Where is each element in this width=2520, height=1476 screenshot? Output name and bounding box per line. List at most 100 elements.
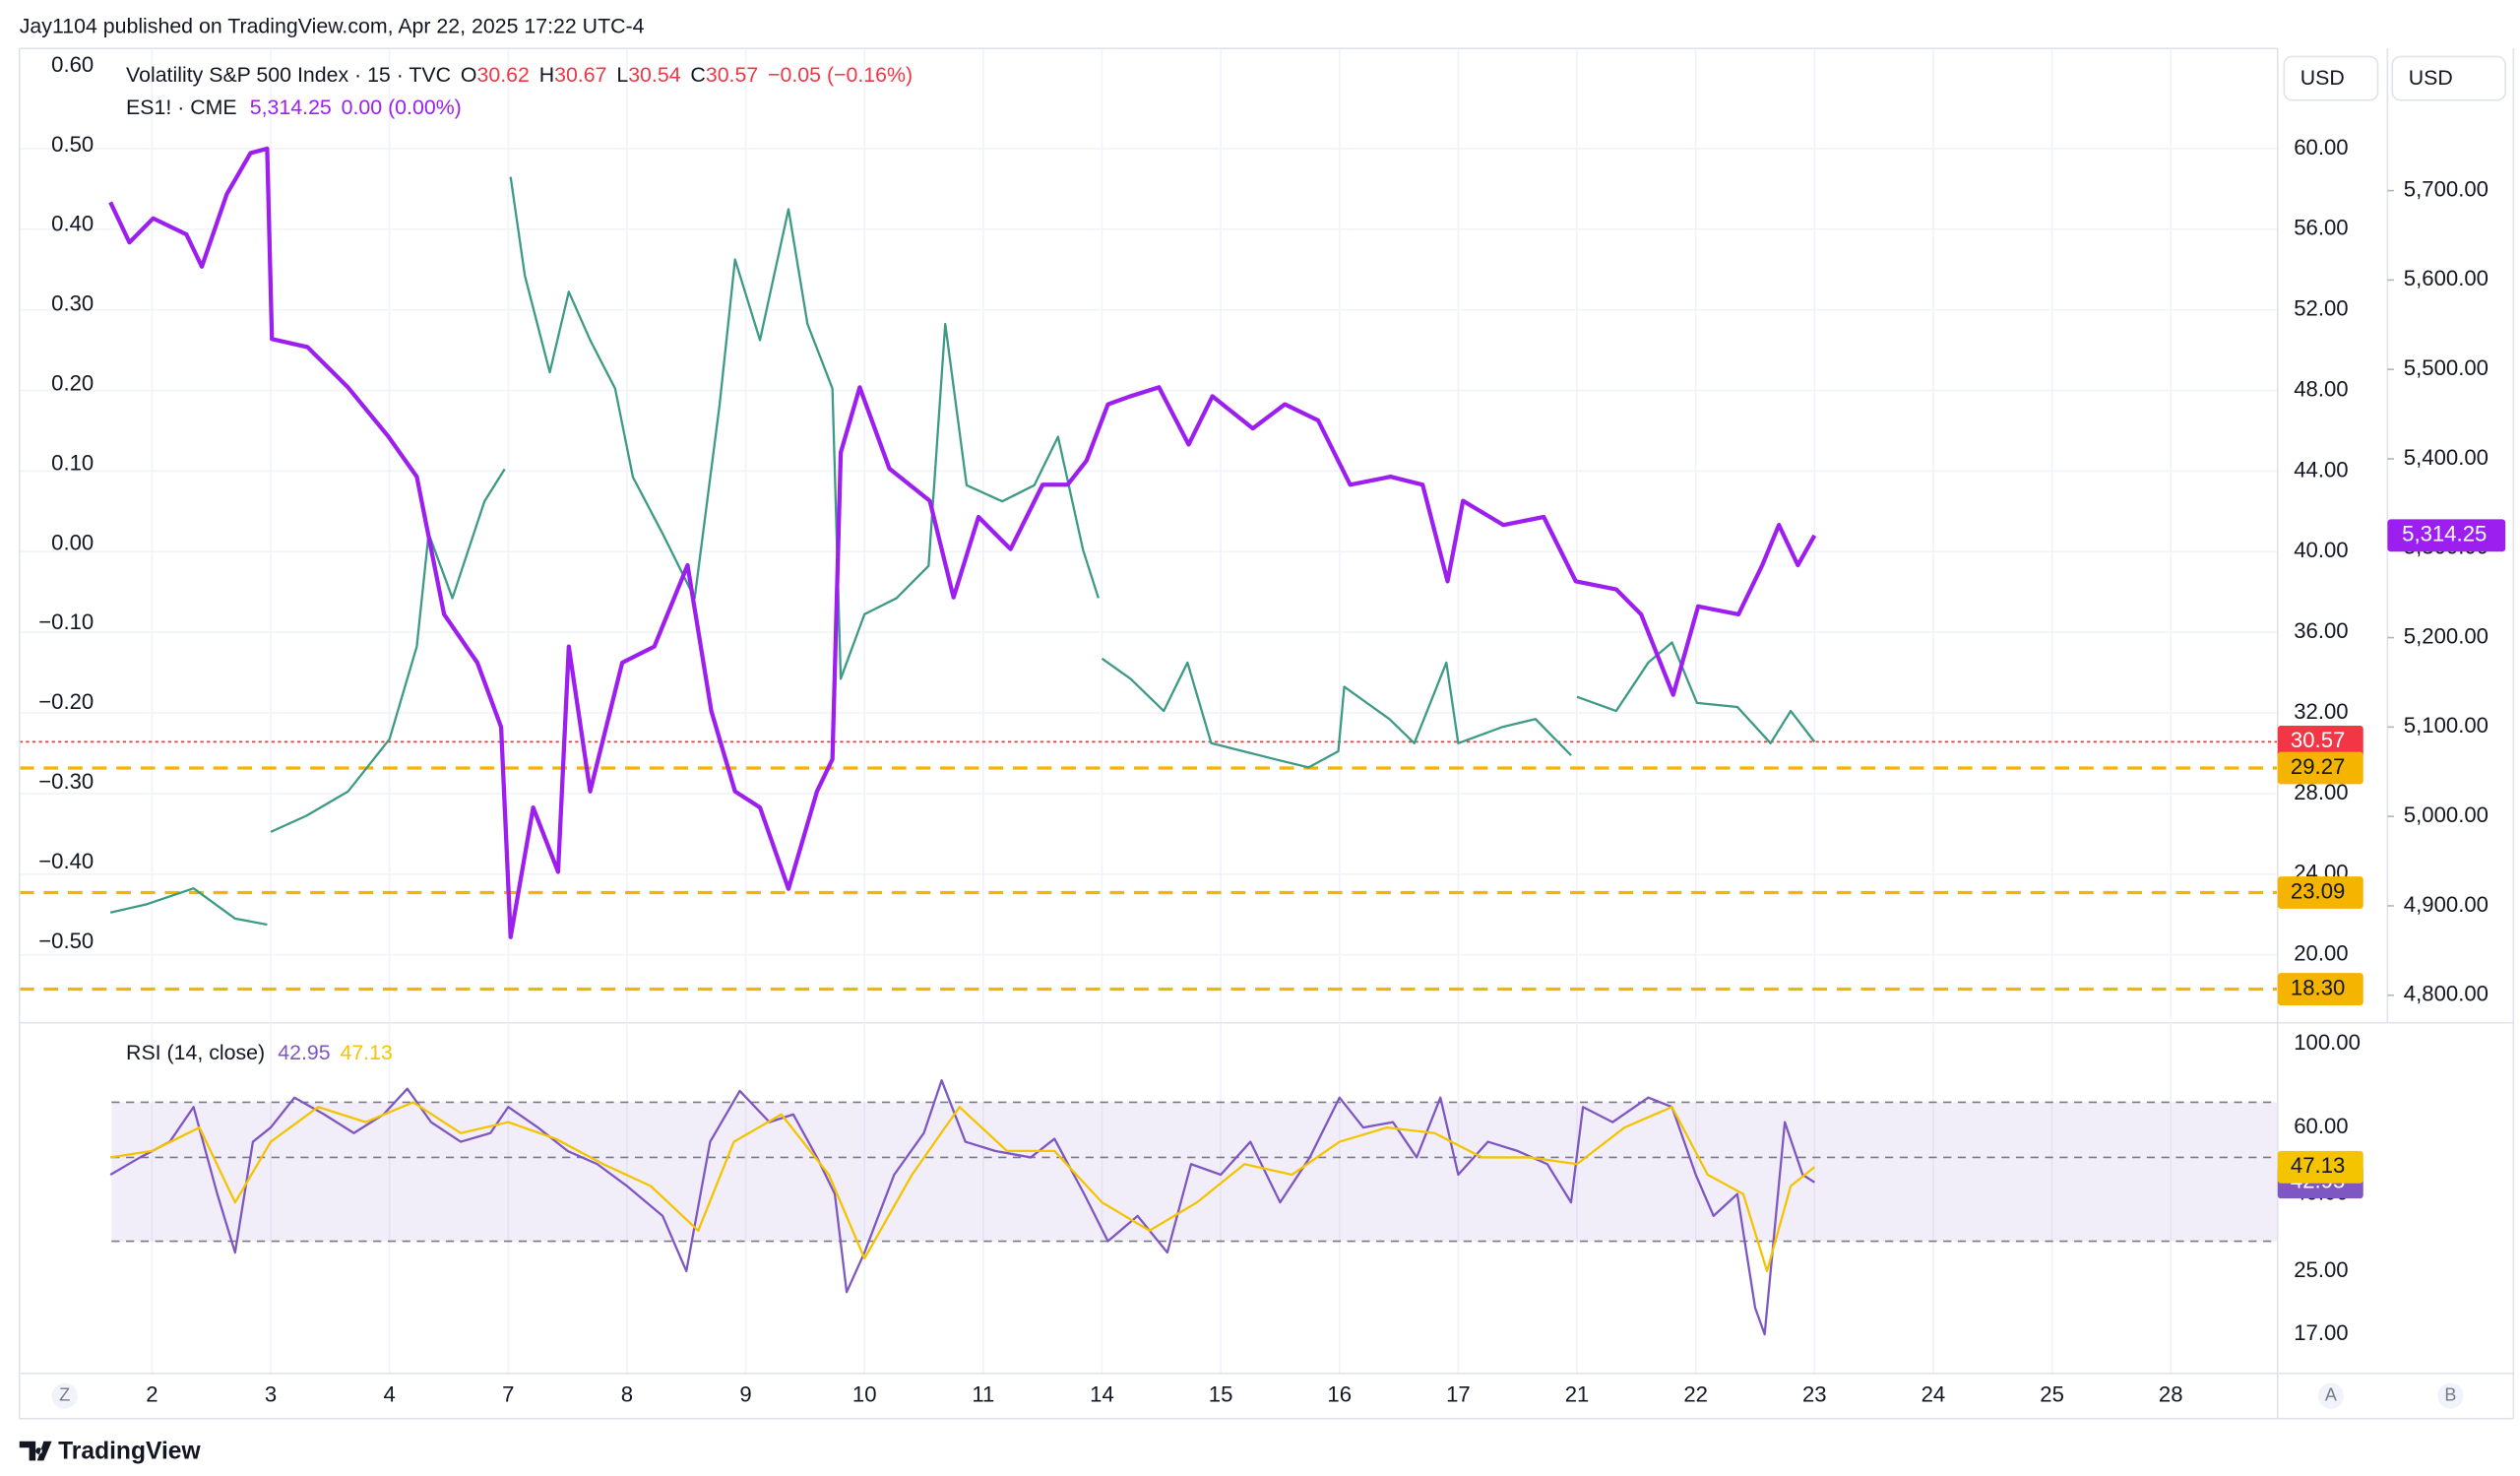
- x-tick-label: 21: [1565, 1382, 1590, 1407]
- grid: [19, 48, 2278, 1374]
- rsi-value-tag: [2277, 1150, 2363, 1184]
- logo: [19, 1441, 52, 1461]
- last-value-label: 5,314.25: [2402, 522, 2487, 546]
- y2-tick-label: 5,200.00: [2404, 623, 2488, 648]
- x-tick-label: 2: [146, 1382, 158, 1407]
- price-tag-label: 30.57: [2291, 728, 2345, 752]
- series-line: [109, 1079, 1815, 1336]
- y2-tick-label: 5,500.00: [2404, 355, 2488, 380]
- x-tick-label: 7: [502, 1382, 514, 1407]
- ohlc-value: 30.54: [628, 63, 681, 87]
- legend-title: RSI (14, close): [126, 1041, 265, 1064]
- y-tick-label: 36.00: [2294, 618, 2348, 643]
- rsi-tick-label: 60.00: [2294, 1114, 2348, 1138]
- x-tick-label: 15: [1209, 1382, 1233, 1407]
- rsi-tick-label: 100.00: [2294, 1030, 2361, 1055]
- y3-tick-label: 0.00: [51, 530, 94, 554]
- main-legend: Volatility S&P 500 Index · 15 · TVC O30.6…: [126, 63, 913, 87]
- y-tick-label: 52.00: [2294, 296, 2348, 321]
- y3-tick-label: −0.10: [38, 610, 94, 634]
- rsi-tick-label: 25.00: [2294, 1257, 2348, 1282]
- y2-tick-label: 5,000.00: [2404, 802, 2488, 827]
- y2-tick-label: 5,700.00: [2404, 176, 2488, 201]
- x-tick-label: 3: [265, 1382, 277, 1407]
- series-line: [108, 146, 1817, 939]
- x-tick-label: 16: [1327, 1382, 1352, 1407]
- x-tick-label: 28: [2159, 1382, 2183, 1407]
- currency-label[interactable]: USD: [2409, 66, 2453, 90]
- y3-tick-label: −0.50: [38, 929, 94, 953]
- rsi-value-label: 47.13: [2291, 1153, 2345, 1178]
- change: −0.05 (−0.16%): [768, 63, 913, 87]
- y3-tick-label: −0.20: [38, 689, 94, 714]
- y3-tick-label: 0.60: [51, 52, 94, 77]
- zoom-button[interactable]: [51, 1382, 78, 1409]
- auto-label[interactable]: A: [2325, 1385, 2337, 1405]
- y3-tick-label: −0.30: [38, 769, 94, 794]
- overlay-legend: ES1! · CME 5,314.25 0.00 (0.00%): [126, 96, 462, 119]
- x-tick-label: 22: [1683, 1382, 1708, 1407]
- price-tag: [2277, 876, 2363, 909]
- y3-tick-label: −0.40: [38, 849, 94, 873]
- ohlc-letter: O: [461, 63, 477, 87]
- x-tick-label: 4: [383, 1382, 395, 1407]
- currency-label[interactable]: USD: [2300, 66, 2345, 90]
- ohlc-value: 30.62: [476, 63, 529, 87]
- y-tick-label: 48.00: [2294, 376, 2348, 401]
- rsi-legend: RSI (14, close) 42.95 47.13: [126, 1041, 393, 1064]
- currency-button[interactable]: [2391, 55, 2506, 101]
- x-tick-label: 17: [1446, 1382, 1471, 1407]
- log-button[interactable]: [2437, 1382, 2464, 1409]
- auto-button[interactable]: [2317, 1382, 2345, 1409]
- x-tick-label: 14: [1090, 1382, 1114, 1407]
- y2-tick-label: 4,800.00: [2404, 982, 2488, 1006]
- y2-tick-label: 4,900.00: [2404, 892, 2488, 917]
- legend-title: Volatility S&P 500 Index · 15 · TVC: [126, 63, 451, 87]
- y-tick-label: 40.00: [2294, 538, 2348, 562]
- x-tick-label: 10: [852, 1382, 877, 1407]
- y-tick-label: 56.00: [2294, 216, 2348, 240]
- price-tag-label: 29.27: [2291, 754, 2345, 779]
- last-value-tag: [2387, 519, 2506, 552]
- y3-tick-label: 0.30: [51, 291, 94, 316]
- rsi-tick-label: 17.00: [2294, 1320, 2348, 1345]
- x-tick-label: 23: [1802, 1382, 1827, 1407]
- plot: [108, 146, 1817, 1336]
- y2-tick-label: 5,600.00: [2404, 266, 2488, 290]
- ohlc-letter: C: [690, 63, 705, 87]
- y3-tick-label: 0.10: [51, 450, 94, 475]
- price-tag-label: 18.30: [2291, 975, 2345, 999]
- publish-header: Jay1104 published on TradingView.com, Ap…: [20, 15, 645, 38]
- zoom-label[interactable]: Z: [59, 1385, 70, 1405]
- series-line: [109, 176, 1816, 927]
- ohlc-value: 30.67: [554, 63, 606, 87]
- x-tick-label: 9: [739, 1382, 751, 1407]
- ohlc-value: 30.57: [706, 63, 758, 87]
- y-tick-label: 20.00: [2294, 941, 2348, 966]
- footer-brand: TradingView: [58, 1439, 201, 1465]
- x-tick-label: 8: [621, 1382, 633, 1407]
- y-tick-label: 60.00: [2294, 135, 2348, 160]
- x-tick-label: 25: [2040, 1382, 2064, 1407]
- x-tick-label: 11: [972, 1382, 994, 1407]
- y2-tick-label: 5,400.00: [2404, 445, 2488, 470]
- price-tag: [2277, 725, 2363, 758]
- ohlc-letter: H: [539, 63, 554, 87]
- log-label[interactable]: B: [2444, 1385, 2456, 1405]
- legend-value: 5,314.25: [250, 96, 332, 119]
- price-tag: [2277, 751, 2363, 785]
- currency-button[interactable]: [2283, 55, 2379, 101]
- labels: 2 3 4 7 8 9 10 11 14 15 16 17 21 22 23 24 25 2860.0056.00…: [38, 52, 2506, 1407]
- y3-tick-label: 0.20: [51, 370, 94, 395]
- rsi-band: [111, 1102, 2278, 1242]
- price-tag-label: 23.09: [2291, 878, 2345, 903]
- y2-tick-label: 5,100.00: [2404, 713, 2488, 738]
- change: 0.00 (0.00%): [342, 96, 462, 119]
- y-tick-label: 44.00: [2294, 457, 2348, 481]
- y-tick-label: 32.00: [2294, 699, 2348, 724]
- legend-value: 42.95: [278, 1041, 330, 1064]
- x-tick-label: 24: [1922, 1382, 1946, 1407]
- y3-tick-label: 0.40: [51, 212, 94, 236]
